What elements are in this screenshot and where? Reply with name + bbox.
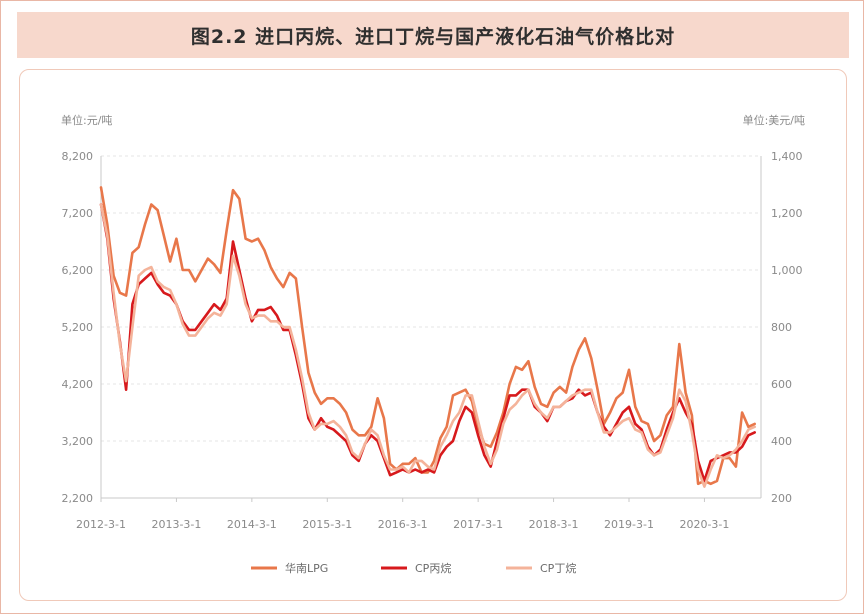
left-axis-tick-label: 8,200 <box>62 150 94 163</box>
left-axis-unit: 单位:元/吨 <box>61 113 112 127</box>
right-axis-tick-label: 800 <box>771 321 792 334</box>
x-axis-tick-label: 2012-3-1 <box>76 518 126 531</box>
x-axis-tick-label: 2016-3-1 <box>378 518 428 531</box>
right-axis-tick-label: 1,000 <box>771 264 803 277</box>
x-axis-tick-label: 2019-3-1 <box>604 518 654 531</box>
right-axis-unit: 单位:美元/吨 <box>743 113 805 127</box>
chart-title: 图2.2 进口丙烷、进口丁烷与国产液化石油气价格比对 <box>190 25 676 48</box>
right-axis-tick-label: 600 <box>771 378 792 391</box>
legend-label: CP丁烷 <box>540 561 576 575</box>
x-axis-tick-label: 2015-3-1 <box>302 518 352 531</box>
x-axis-tick-label: 2013-3-1 <box>151 518 201 531</box>
left-axis-tick-label: 4,200 <box>62 378 94 391</box>
x-axis-tick-label: 2014-3-1 <box>227 518 277 531</box>
x-axis-tick-label: 2018-3-1 <box>529 518 579 531</box>
right-axis-tick-label: 400 <box>771 435 792 448</box>
series-lines <box>99 186 756 488</box>
left-axis-tick-label: 5,200 <box>62 321 94 334</box>
x-axis-tick-label: 2017-3-1 <box>453 518 503 531</box>
legend: 华南LPG CP丙烷 CP丁烷 <box>251 561 576 575</box>
left-axis-tick-label: 6,200 <box>62 264 94 277</box>
left-axis-tick-label: 3,200 <box>62 435 94 448</box>
chart-title-bar: 图2.2 进口丙烷、进口丁烷与国产液化石油气价格比对 <box>17 12 849 58</box>
axes: 2,200 3,200 4,200 5,200 6,200 7,200 8,200 200 40… <box>62 150 803 531</box>
right-axis-tick-label: 1,400 <box>771 150 803 163</box>
right-axis-tick-label: 200 <box>771 492 792 505</box>
left-axis-tick-label: 2,200 <box>62 492 94 505</box>
series-line-3 <box>99 203 756 488</box>
chart-panel <box>19 69 847 601</box>
series-line-1 <box>99 186 756 486</box>
x-axis-tick-label: 2020-3-1 <box>679 518 729 531</box>
left-axis-tick-label: 7,200 <box>62 207 94 220</box>
right-axis-tick-label: 1,200 <box>771 207 803 220</box>
legend-label: 华南LPG <box>285 561 328 575</box>
legend-label: CP丙烷 <box>415 561 451 575</box>
